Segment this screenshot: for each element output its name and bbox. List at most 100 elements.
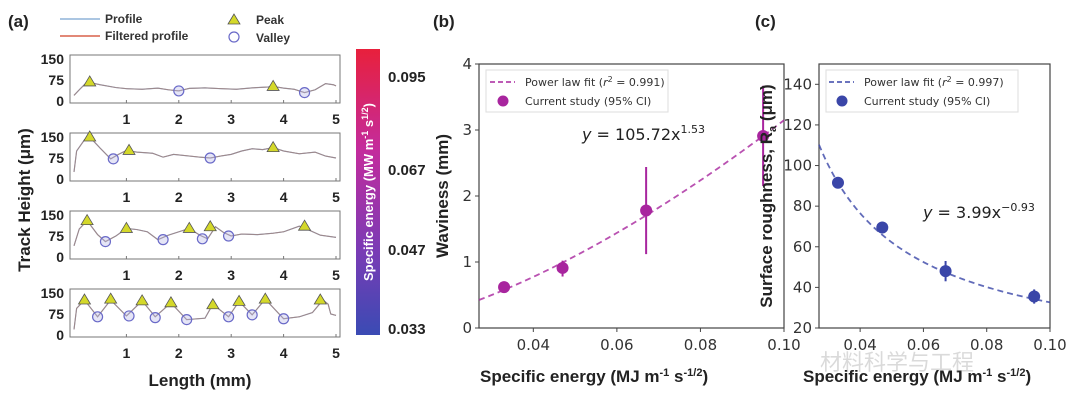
valley-marker [278,313,290,325]
peak-marker [77,293,92,305]
y-tick-label: 1 [462,253,472,271]
x-tick-label: 4 [280,189,288,205]
colorbar-tick-label: 0.067 [388,162,426,179]
colorbar-tick-label: 0.095 [388,69,426,86]
panel-c-legend-box [825,69,1019,113]
panel-a-subplots: 0 75 150 1 2 3 4 5 0 75 150 1 2 3 4 5 0 75 150 1 2 3 4 5 0 75 150 1… [41,51,341,361]
panel-b-label: (b) [433,12,455,31]
panel-c-xlabel: Specific energy (MJ m-1 s-1/2) [803,367,1031,386]
y-tick-label: 20 [793,319,812,337]
colorbar: Specific energy (MW m-1 s1/2) 0.095 0.067… [356,49,426,338]
y-tick-label: 2 [462,187,472,205]
valley-marker [149,312,161,324]
x-tick-label: 1 [123,189,131,205]
profile-line [73,298,337,330]
peak-marker [119,221,134,233]
colorbar-tick-label: 0.047 [388,242,426,259]
x-tick-label: 3 [227,267,235,283]
legend-points-icon [836,95,848,107]
x-tick-label: 0.04 [843,336,876,354]
legend-valley-label: Valley [256,31,290,45]
y-tick-label: 120 [783,116,812,134]
peak-marker [258,292,272,304]
subplot-1: 0 75 150 1 2 3 4 5 [41,51,341,127]
panel-a-ylabel: Track Height (μm) [15,128,34,272]
y-tick-label: 0 [56,93,64,109]
valley-marker [222,311,235,323]
legend-valley-icon [228,31,240,43]
peak-marker [122,143,136,155]
y-tick-label: 150 [41,129,65,145]
x-tick-label: 0.06 [907,336,940,354]
peak-marker [232,294,246,306]
trace-line [73,298,337,330]
panel-a-legend: Profile Filtered profile Peak Valley [60,12,290,45]
peak-marker [313,293,327,305]
panel-c-ylabel: Surface roughness, Ra (μm) [757,84,779,307]
subplot-3: 0 75 150 1 2 3 4 5 [41,207,341,283]
legend-points-label: Current study (95% CI) [864,95,990,108]
peak-marker [266,79,280,91]
x-tick-label: 3 [227,345,235,361]
data-point [757,129,770,142]
x-tick-label: 5 [332,111,340,127]
peak-marker [135,294,149,306]
colorbar-gradient [356,49,380,335]
legend-peak-label: Peak [256,13,284,27]
x-tick-label: 1 [123,111,131,127]
valley-marker [123,310,135,322]
x-tick-label: 1 [123,345,131,361]
legend-filtered-label: Filtered profile [105,29,189,43]
y-tick-label: 0 [56,327,64,343]
y-tick-label: 75 [48,72,64,88]
trace-line [73,136,337,173]
valley-marker [298,86,311,99]
data-point [1028,290,1041,303]
panel-a-label: (a) [8,12,29,31]
x-tick-label: 2 [175,267,183,283]
power-law-fit-line [818,144,1051,304]
panel-b-ylabel: Waviness (mm) [433,134,452,258]
peak-marker [164,296,178,308]
valley-marker [204,152,216,164]
valley-marker [91,311,104,323]
y-tick-label: 0 [56,171,64,187]
valley-marker [107,153,119,165]
panel-a-xlabel: Length (mm) [149,371,252,390]
power-law-fit-line [478,119,785,301]
panel-b-legend-box [485,69,669,113]
x-tick-label: 4 [280,267,288,283]
x-tick-label: 3 [227,111,235,127]
subplot-frame [69,210,341,260]
colorbar-tick-label: 0.033 [388,321,426,338]
x-tick-label: 2 [175,345,183,361]
y-tick-label: 80 [793,197,812,215]
panel-c-equation: y = 3.99x−0.93 [922,201,1035,222]
watermark: 材料科学与工程 [820,350,974,375]
y-tick-label: 0 [462,319,472,337]
x-tick-label: 1 [123,267,131,283]
subplot-frame [69,132,341,182]
profile-line [73,81,337,96]
peak-marker [80,213,94,226]
y-tick-label: 75 [48,306,64,322]
valley-marker [222,230,235,242]
colorbar-label: Specific energy (MW m-1 s1/2) [360,103,376,281]
peak-marker [103,292,118,304]
legend-points-label: Current study (95% CI) [525,95,651,108]
panel-b-xlabel: Specific energy (MJ m-1 s-1/2) [480,367,708,386]
filtered-profile-line [73,298,337,330]
valley-marker [181,314,193,326]
x-tick-label: 4 [280,111,288,127]
subplot-2: 0 75 150 1 2 3 4 5 [41,129,341,205]
peak-marker [83,130,97,142]
y-tick-label: 0 [56,249,64,265]
panel-c-legend: Power law fit (r2 = 0.997) Current study… [825,69,1019,113]
data-point [498,281,511,294]
peak-marker [266,140,280,153]
legend-peak-icon [227,13,241,25]
x-tick-label: 0.06 [600,336,633,354]
x-tick-label: 0.10 [767,336,800,354]
